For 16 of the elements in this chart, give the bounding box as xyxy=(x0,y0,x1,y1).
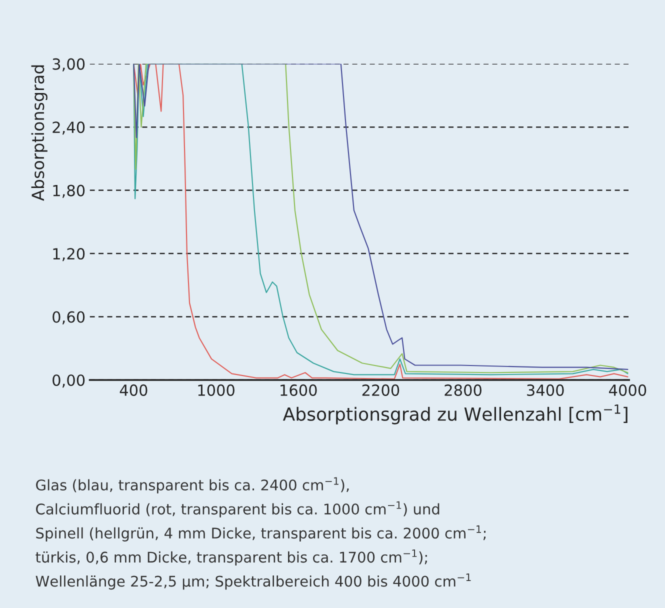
x-axis-title: Absorptionsgrad zu Wellenzahl [cm$^{−1}$] xyxy=(282,404,628,424)
y-tick-label: 3,00 xyxy=(52,58,85,72)
x-tick-label: 2200 xyxy=(362,384,400,396)
y-tick-label: 2,40 xyxy=(52,122,85,135)
y-tick-label: 1,80 xyxy=(53,184,85,198)
x-tick-label: 3400 xyxy=(527,384,564,396)
x-tick-label: 4000 xyxy=(609,384,646,396)
x-tick-label: 1600 xyxy=(280,384,317,396)
x-tick-label: 400 xyxy=(120,384,148,396)
x-tick-label: 1000 xyxy=(198,384,234,396)
y-tick-label: 0,00 xyxy=(52,374,85,388)
y-tick-label: 1,20 xyxy=(53,248,85,262)
y-axis-title: Absorptionsgrad xyxy=(31,65,48,201)
y-tick-label: 0,60 xyxy=(52,311,85,324)
text: Glas (blau, transparent bis ca. 2400 cm$^{−1}$), Calciumfluorid (rot, transparent bis ca. 1000 cm$^{−1}$) und Spinell (hellgrün, 4 mm Dicke, transparent bis ca. 2000 cm$^{−1}$; türkis, 0,6 mm Dicke, transparent bis ca. 1700 cm$^{−1}$); Wellenlänge 25-2,5 µm; Spektralbereich 400 bis 4000 cm$^{−1}$ xyxy=(36,477,486,590)
x-tick-label: 2800 xyxy=(444,384,482,396)
